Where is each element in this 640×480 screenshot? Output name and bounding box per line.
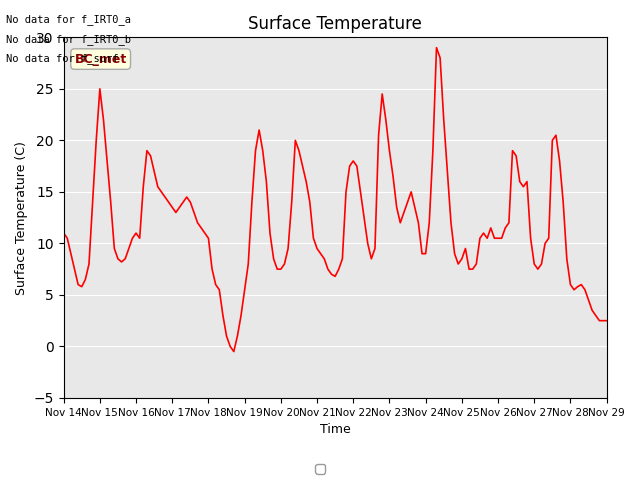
- X-axis label: Time: Time: [320, 423, 351, 436]
- Y-axis label: Surface Temperature (C): Surface Temperature (C): [15, 141, 28, 295]
- Text: BC_met: BC_met: [74, 53, 127, 66]
- Text: No data for f_IRT0_b: No data for f_IRT0_b: [6, 34, 131, 45]
- Text: No data for f_IRT0_a: No data for f_IRT0_a: [6, 14, 131, 25]
- Title: Surface Temperature: Surface Temperature: [248, 15, 422, 33]
- Legend: : [315, 464, 325, 474]
- Text: No data for f_surf: No data for f_surf: [6, 53, 119, 64]
